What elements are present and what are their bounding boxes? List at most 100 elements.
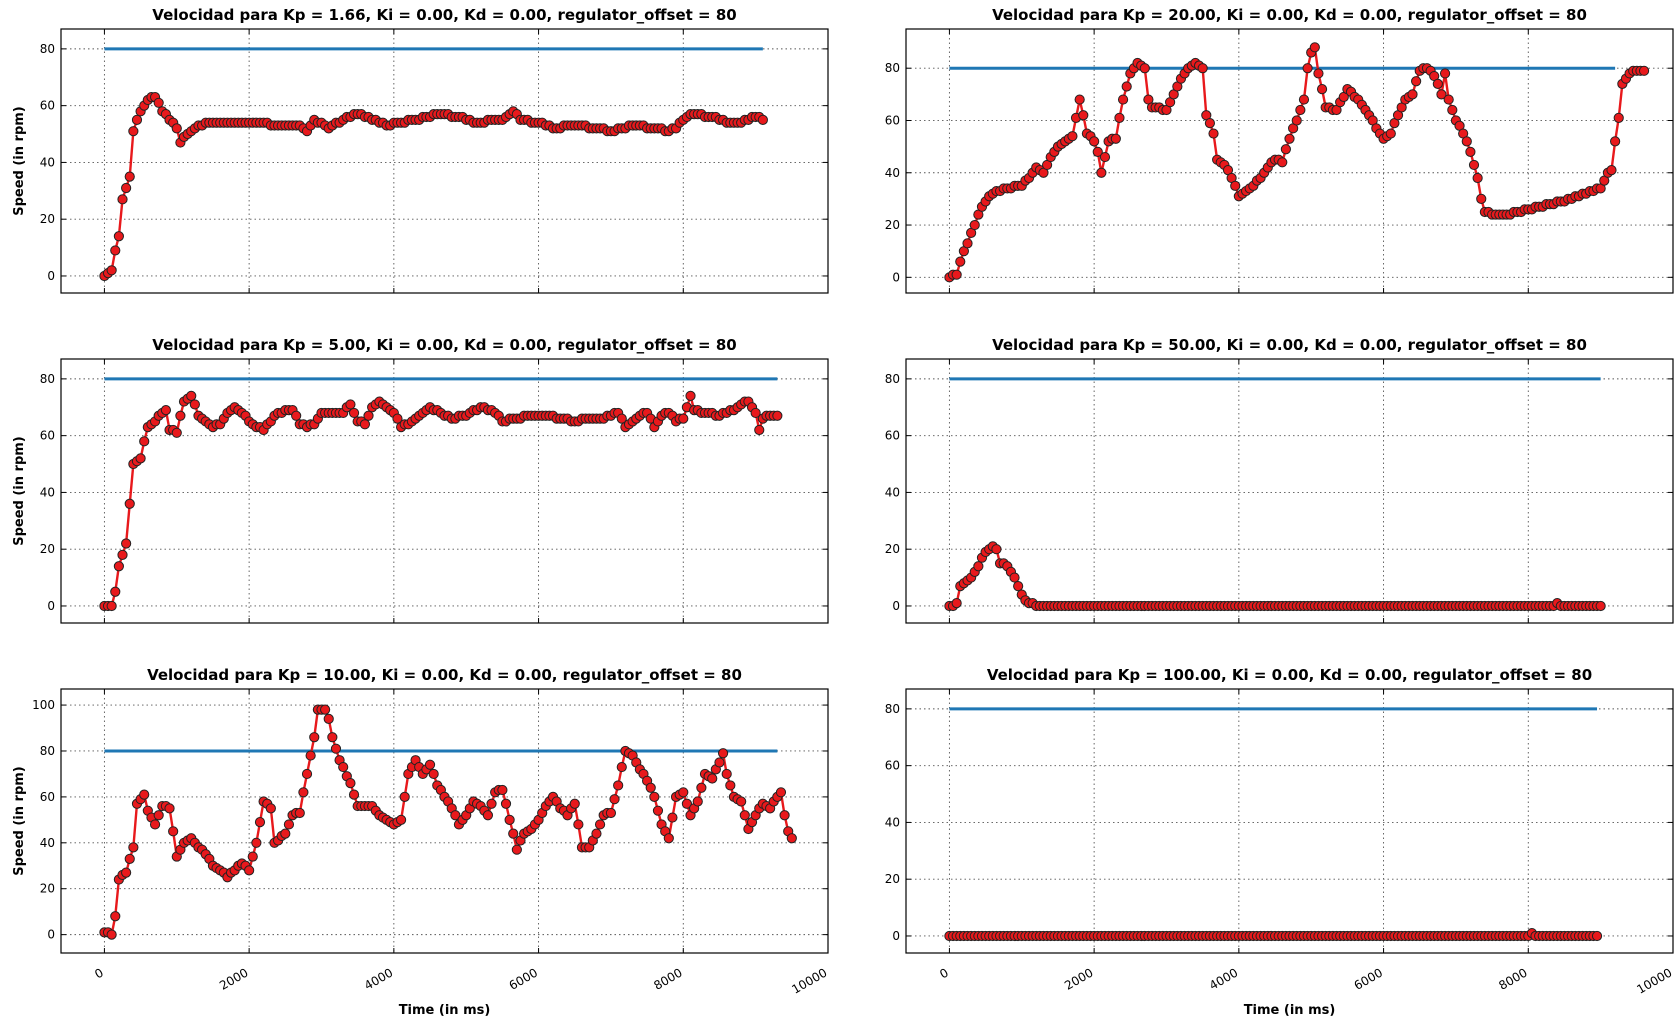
- y-tick-label: 80: [885, 372, 900, 386]
- y-tick-label: 60: [885, 113, 900, 127]
- speed-point: [667, 812, 678, 823]
- speed-point: [1595, 600, 1606, 612]
- speed-point: [721, 768, 732, 780]
- speed-point: [1197, 63, 1208, 74]
- speed-point: [504, 814, 515, 825]
- speed-point: [153, 97, 164, 108]
- speed-point: [327, 732, 338, 743]
- speed-point: [363, 410, 374, 421]
- speed-point: [110, 911, 121, 922]
- subplot-3: 0 20 40 60 80 Velocidad para Kp = 5.00, Ki = …: [12, 336, 829, 624]
- speed-point: [254, 817, 266, 828]
- speed-point: [110, 245, 121, 256]
- speed-point: [117, 549, 128, 560]
- speed-point: [113, 561, 124, 572]
- speed-point: [750, 407, 761, 419]
- speed-point: [1295, 104, 1306, 116]
- subplot-4: 0 20 40 60 80 Velocidad para Kp = 50.00, Ki =…: [885, 336, 1674, 624]
- y-tick-label: 100: [32, 698, 55, 712]
- y-tick-label: 0: [47, 599, 55, 613]
- speed-point: [772, 410, 783, 421]
- speed-point: [131, 114, 143, 125]
- subplot-6: 0 20 40 60 80 0 2000 4000 6000 8000 10000 Velocidad…: [885, 666, 1675, 1018]
- speed-point: [739, 810, 750, 821]
- speed-point: [1089, 136, 1100, 147]
- speed-point: [1407, 89, 1418, 100]
- y-tick-label: 60: [40, 99, 55, 113]
- speed-point: [500, 798, 512, 809]
- speed-point: [1411, 76, 1422, 87]
- x-tick-label: 6000: [507, 965, 540, 992]
- speed-point: [613, 780, 624, 791]
- speed-point: [251, 837, 262, 848]
- speed-point: [1461, 136, 1472, 147]
- y-tick-label: 40: [40, 485, 55, 499]
- speed-point: [291, 410, 302, 421]
- speed-point: [594, 819, 606, 830]
- speed-point: [153, 810, 164, 821]
- speed-point: [678, 787, 689, 798]
- speed-point: [128, 842, 139, 853]
- speed-point: [969, 219, 980, 231]
- speed-point: [106, 265, 117, 276]
- speed-point: [1099, 151, 1111, 163]
- speed-point: [280, 828, 291, 839]
- speed-point: [1204, 117, 1216, 129]
- y-tick-label: 0: [892, 929, 900, 943]
- speed-point: [1465, 146, 1476, 157]
- x-tick-label: 10000: [1634, 965, 1674, 996]
- speed-point: [139, 436, 150, 447]
- speed-point: [1439, 68, 1451, 79]
- speed-point: [649, 791, 660, 802]
- speed-point: [1591, 930, 1603, 942]
- speed-point: [951, 269, 962, 280]
- plot-frame: [60, 688, 829, 954]
- speed-point: [175, 410, 186, 421]
- speed-point: [786, 833, 797, 844]
- subplot-5: 0 20 40 60 80 100 0 2000 4000 6000 8000 10000 Veloci…: [12, 666, 830, 1018]
- speed-point: [160, 404, 172, 416]
- subplot-title: Velocidad para Kp = 50.00, Ki = 0.00, Kd…: [992, 336, 1587, 354]
- speed-point: [955, 256, 966, 267]
- speed-point: [359, 419, 371, 430]
- plot-frame: [60, 358, 829, 624]
- y-tick-label: 20: [885, 872, 900, 886]
- speed-point: [323, 713, 334, 724]
- x-tick-label: 4000: [362, 965, 395, 992]
- speed-point: [345, 399, 356, 410]
- speed-point: [663, 833, 674, 844]
- speed-point: [1447, 104, 1458, 116]
- speed-point: [725, 780, 736, 791]
- x-tick-label: 2000: [1062, 965, 1095, 992]
- speed-point: [124, 498, 135, 509]
- speed-point: [707, 773, 718, 784]
- speed-point: [1092, 146, 1103, 157]
- speed-point: [1436, 89, 1447, 100]
- speed-point: [309, 732, 320, 743]
- y-tick-label: 40: [885, 166, 900, 180]
- speed-point: [1230, 180, 1241, 191]
- subplot-title: Velocidad para Kp = 100.00, Ki = 0.00, K…: [987, 666, 1592, 684]
- speed-point: [283, 819, 295, 830]
- speed-line: [104, 708, 793, 936]
- x-tick-label: 6000: [1352, 965, 1385, 992]
- subplot-title: Velocidad para Kp = 1.66, Ki = 0.00, Kd …: [152, 6, 736, 24]
- speed-point: [1606, 165, 1617, 176]
- y-axis-label: Speed (in rpm): [12, 766, 27, 876]
- y-tick-label: 80: [885, 702, 900, 716]
- speed-point: [779, 810, 790, 821]
- x-tick-label: 0: [92, 965, 106, 981]
- speed-point: [616, 761, 627, 773]
- speed-point: [124, 171, 135, 182]
- speed-point: [168, 826, 179, 837]
- speed-point: [428, 768, 439, 780]
- speed-point: [962, 238, 973, 249]
- y-tick-label: 0: [892, 270, 900, 284]
- speed-point: [135, 453, 146, 464]
- speed-point: [1096, 167, 1107, 178]
- speed-point: [189, 399, 200, 410]
- speed-point: [450, 810, 461, 821]
- speed-point: [991, 544, 1002, 555]
- speed-point: [692, 796, 703, 807]
